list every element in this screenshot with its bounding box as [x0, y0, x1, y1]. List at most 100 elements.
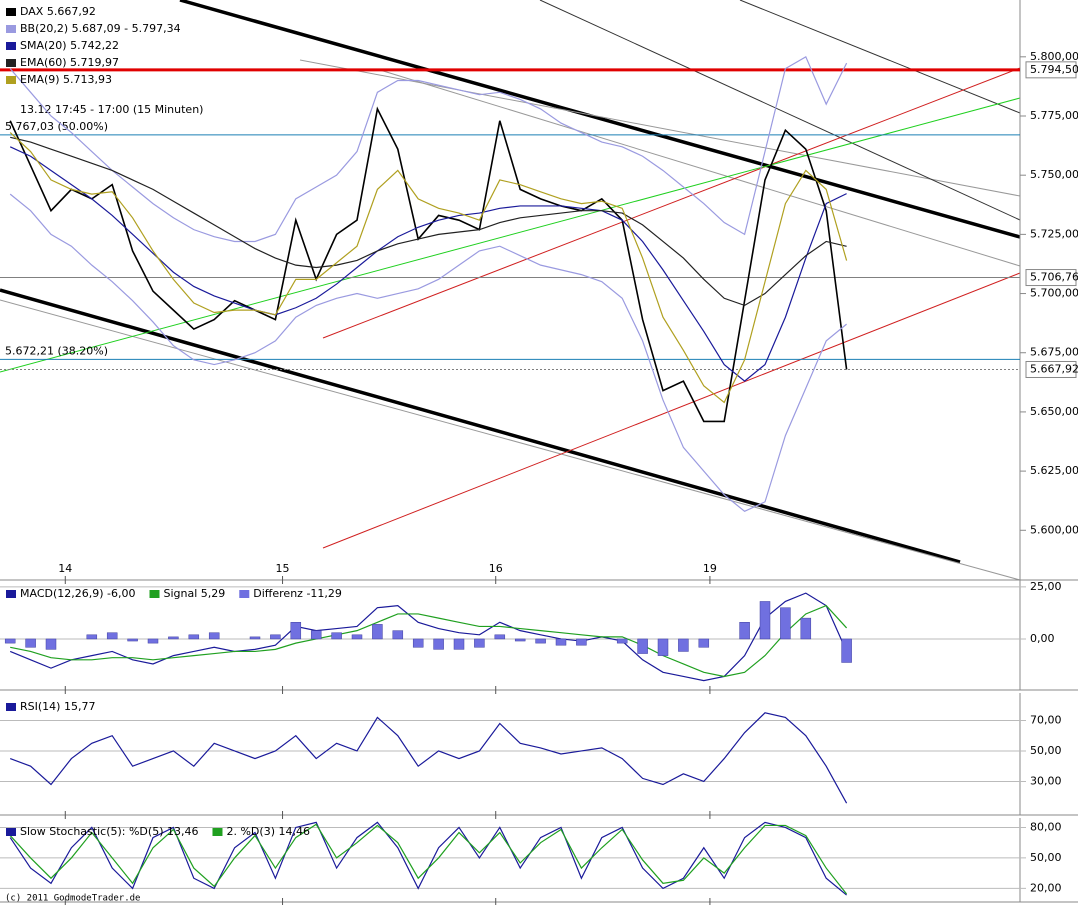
level-label: 5.672,21 (38.20%) — [5, 344, 108, 357]
legend-label: Signal 5,29 — [164, 587, 226, 600]
legend-swatch — [6, 590, 16, 598]
y-tick-label: 5.625,00 — [1030, 464, 1078, 477]
level-label: 5.767,03 (50.00%) — [5, 120, 108, 133]
legend-label: BB(20,2) 5.687,09 - 5.797,34 — [20, 22, 181, 35]
legend-swatch — [6, 25, 16, 33]
bar — [698, 638, 710, 648]
trendline — [379, 69, 1021, 267]
x-tick-label: 16 — [489, 562, 503, 575]
bar — [412, 638, 424, 648]
bar — [678, 638, 689, 652]
trendline — [322, 67, 1021, 339]
bar — [555, 638, 567, 646]
bar — [780, 607, 791, 640]
level-label: 5.794,50 — [1030, 63, 1078, 76]
y-tick-label: 0,00 — [1030, 632, 1055, 645]
bar — [4, 638, 16, 644]
y-tick-label: 5.725,00 — [1030, 227, 1078, 240]
legend-label: Slow Stochastic(5): %D(5) 13,46 — [20, 825, 198, 838]
bar — [739, 622, 750, 640]
y-tick-label: 70,00 — [1030, 713, 1062, 726]
bar — [453, 638, 465, 650]
series-line — [9, 823, 848, 895]
y-tick-label: 80,00 — [1030, 820, 1062, 833]
series-line — [9, 132, 848, 404]
bar — [800, 617, 812, 640]
legend-label: EMA(9) 5.713,93 — [20, 73, 112, 86]
y-tick-label: 30,00 — [1030, 774, 1062, 787]
subtitle: 13.12 17:45 - 17:00 (15 Minuten) — [20, 103, 203, 116]
bar — [290, 622, 302, 640]
trendlines — [0, 0, 1021, 581]
series-line — [9, 106, 848, 423]
trendline — [0, 288, 961, 564]
bar — [392, 630, 404, 640]
y-tick-label: 5.775,00 — [1030, 109, 1078, 122]
bar — [351, 634, 363, 640]
legend-label: EMA(60) 5.719,97 — [20, 56, 119, 69]
legend-label: MACD(12,26,9) -6,00 — [20, 587, 136, 600]
level-box — [1025, 61, 1077, 79]
y-tick-label: 50,00 — [1030, 744, 1062, 757]
bar — [841, 638, 852, 663]
bar — [168, 636, 179, 640]
legend-swatch — [6, 59, 16, 67]
bar — [576, 638, 587, 646]
legend-swatch — [212, 828, 223, 836]
bar — [637, 638, 648, 654]
y-tick-label: 50,00 — [1030, 851, 1062, 864]
series-line — [10, 136, 847, 307]
y-tick-label: 5.600,00 — [1030, 523, 1078, 536]
legend-label: 2. %D(3) 14,46 — [226, 825, 309, 838]
bar — [372, 624, 383, 640]
bar — [208, 632, 220, 640]
bar — [657, 638, 669, 656]
bar — [535, 638, 546, 644]
bar — [310, 630, 322, 640]
legend-swatch — [6, 42, 16, 50]
trendline — [539, 0, 1021, 221]
level-label: 5.667,92 — [1030, 362, 1078, 375]
legend-swatch — [6, 703, 16, 711]
footer: (c) 2011 GodmodeTrader.de — [5, 894, 140, 904]
legend-label: SMA(20) 5.742,22 — [20, 39, 119, 52]
trendline — [0, 97, 1021, 373]
y-tick-label: 5.750,00 — [1030, 168, 1078, 181]
y-tick-label: 5.650,00 — [1030, 405, 1078, 418]
bar — [249, 636, 261, 640]
series-line — [9, 712, 848, 804]
bar — [433, 638, 444, 650]
legend-swatch — [149, 590, 160, 598]
legend-label: RSI(14) 15,77 — [20, 700, 95, 713]
band-line — [9, 193, 847, 513]
legend-swatch — [239, 590, 250, 598]
trendline — [739, 0, 1021, 114]
bar — [494, 634, 506, 640]
bar — [106, 632, 118, 640]
trendline — [0, 299, 1021, 581]
bar — [616, 638, 628, 644]
x-tick-label: 19 — [703, 562, 717, 575]
y-tick-label: 5.800,00 — [1030, 50, 1078, 63]
level-box — [1025, 360, 1077, 378]
x-tick-label: 14 — [58, 562, 72, 575]
legend-label: Differenz -11,29 — [253, 587, 342, 600]
bar — [514, 638, 526, 642]
x-tick-label: 15 — [276, 562, 290, 575]
bar — [270, 634, 281, 640]
legend-label: DAX 5.667,92 — [20, 5, 96, 18]
series-line — [9, 592, 848, 682]
y-tick-label: 25,00 — [1030, 580, 1062, 593]
y-tick-label: 5.675,00 — [1030, 346, 1078, 359]
bar — [331, 632, 342, 640]
bar — [188, 634, 200, 640]
legend-swatch — [6, 828, 16, 836]
level-box — [1025, 269, 1077, 287]
y-tick-label: 5.700,00 — [1030, 287, 1078, 300]
bar — [759, 601, 771, 640]
legend-swatch — [6, 76, 16, 84]
bar — [25, 638, 36, 648]
trendline — [322, 272, 1021, 549]
bar — [45, 638, 57, 650]
